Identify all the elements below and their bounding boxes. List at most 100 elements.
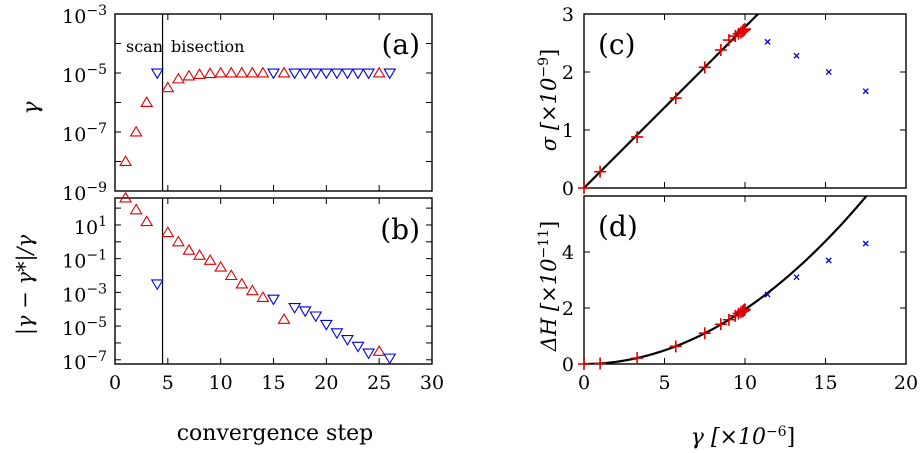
y-tick-label: 10−3 [62, 281, 107, 306]
data-point [722, 313, 735, 326]
xlabel-d: γ [×10−6] [691, 424, 795, 450]
y-tick-label-sup: 1 [98, 214, 107, 230]
data-point [235, 277, 249, 289]
data-point [330, 68, 344, 80]
data-point [578, 182, 590, 194]
y-tick-label: 101 [74, 214, 107, 239]
x-tick-label: 30 [420, 372, 444, 394]
data-point [245, 284, 259, 296]
ylabel-c: σ [×10−9] [536, 49, 561, 151]
data-point [267, 68, 280, 80]
y-tick-label-sup: −3 [86, 3, 107, 19]
y-tick-label: 2 [562, 62, 574, 84]
y-tick-label-sup: −9 [86, 180, 107, 196]
x-tick-label: 5 [658, 372, 670, 394]
data-point [698, 61, 711, 74]
data-point [309, 68, 323, 80]
data-point [793, 274, 800, 281]
data-point [309, 311, 323, 323]
data-point [171, 235, 185, 247]
y-tick-label-base: 10 [62, 251, 86, 273]
ylabel-b: |γ − γ*|/γ [13, 234, 38, 335]
data-point [764, 38, 771, 45]
data-point [119, 155, 133, 167]
y-tick-label: 10−3 [62, 3, 107, 28]
y-tick-label: 0 [562, 178, 574, 200]
data-point [277, 312, 291, 324]
x-tick-label: 10 [209, 372, 233, 394]
y-tick-label: 3 [562, 4, 574, 26]
data-point [267, 294, 280, 306]
y-tick-label-sup: −3 [86, 281, 107, 297]
data-point [129, 125, 143, 137]
data-point [319, 319, 333, 331]
data-point [669, 92, 682, 105]
data-point [256, 291, 270, 302]
data-point [669, 340, 682, 353]
y-tick-label-base: 10 [62, 318, 86, 340]
data-point [341, 335, 354, 346]
data-point [351, 341, 365, 353]
data-point [140, 215, 154, 227]
ylabel-d-main: ΔH [×10 [537, 259, 561, 353]
data-point [224, 269, 238, 281]
data-point [362, 348, 376, 360]
data-point [203, 253, 217, 265]
data-point [214, 66, 228, 78]
data-point [298, 68, 312, 80]
panel-label: (b) [380, 213, 420, 246]
panel-d: 0 5 10 15 20 0 2 4 (d) [562, 195, 918, 394]
y-tick-label: 1 [562, 120, 574, 142]
y-tick-label: 0 [562, 354, 574, 376]
y-tick-label-base: 10 [62, 65, 86, 87]
data-point [330, 328, 344, 340]
data-point [578, 358, 590, 370]
ylabel-c-end: ] [537, 49, 561, 57]
panel-a: 10−910−710−510−3(a) [62, 3, 433, 205]
data-point [714, 43, 727, 56]
data-point [372, 344, 386, 356]
panel-label: (d) [598, 210, 638, 243]
data-point [372, 66, 386, 78]
panel-label: (c) [598, 28, 636, 61]
y-tick-label: 10−7 [62, 349, 107, 374]
data-point [129, 203, 143, 215]
x-tick-label: 25 [367, 372, 391, 394]
annotation-bisection: bisection [171, 37, 244, 56]
data-point [119, 191, 133, 203]
xlabel-b: convergence step [177, 421, 374, 446]
data-point [631, 130, 644, 143]
y-tick-label-sup: −1 [86, 248, 107, 264]
data-point [825, 68, 832, 76]
x-tick-label: 10 [733, 372, 757, 394]
x-tick-label: 15 [813, 372, 837, 394]
ylabel-d-sup: −11 [536, 229, 552, 259]
data-point [764, 291, 771, 298]
data-point [341, 68, 354, 80]
data-point [594, 165, 607, 178]
data-point [203, 67, 217, 79]
data-point [737, 304, 750, 317]
data-point [383, 353, 397, 365]
y-tick-label: 10−1 [62, 248, 107, 273]
data-point [214, 260, 228, 272]
x-tick-label: 0 [109, 372, 121, 394]
data-point [150, 68, 164, 80]
y-tick-label: 10−9 [62, 180, 107, 205]
data-point [193, 248, 206, 260]
x-tick-label: 15 [261, 372, 285, 394]
y-tick-label-base: 10 [74, 217, 98, 239]
data-point [739, 23, 751, 36]
data-point [825, 257, 832, 264]
y-tick-label: 2 [562, 298, 574, 320]
y-tick-label-base: 10 [62, 284, 86, 306]
data-point [256, 66, 270, 78]
panel-c: 0 1 2 3 (c) [562, 4, 907, 200]
data-point [182, 243, 196, 255]
data-point [383, 68, 397, 80]
y-tick-label: 10−7 [62, 121, 107, 146]
data-point [161, 81, 175, 93]
data-point [193, 68, 206, 79]
annotation-scan: scan [126, 37, 163, 56]
